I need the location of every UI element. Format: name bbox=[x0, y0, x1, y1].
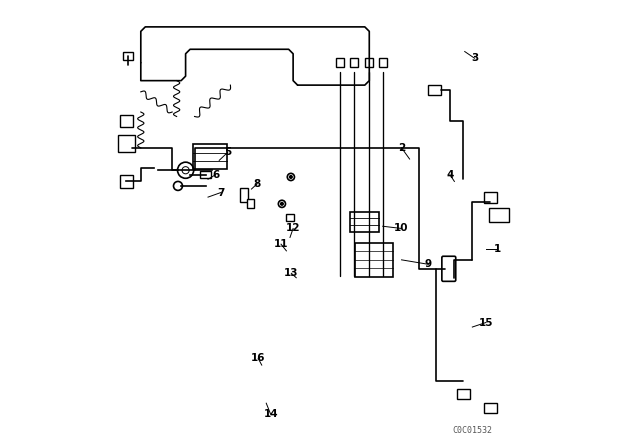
Text: 13: 13 bbox=[284, 268, 299, 278]
Bar bbox=[120, 116, 133, 127]
Text: 5: 5 bbox=[224, 147, 231, 157]
Text: 12: 12 bbox=[286, 224, 300, 233]
Bar bbox=[489, 208, 509, 222]
Bar bbox=[193, 144, 227, 169]
Text: 4: 4 bbox=[446, 170, 454, 180]
Bar bbox=[365, 58, 373, 67]
Bar bbox=[336, 58, 344, 67]
Bar bbox=[428, 85, 441, 95]
Bar bbox=[484, 403, 497, 413]
Circle shape bbox=[289, 176, 292, 178]
Bar bbox=[240, 188, 248, 202]
Bar bbox=[124, 52, 133, 60]
Text: 11: 11 bbox=[274, 239, 288, 249]
Bar bbox=[248, 199, 253, 208]
Bar bbox=[457, 389, 470, 399]
Bar bbox=[379, 58, 387, 67]
Text: 9: 9 bbox=[425, 259, 432, 269]
Text: 3: 3 bbox=[471, 53, 478, 63]
Bar bbox=[120, 175, 132, 188]
Text: 8: 8 bbox=[253, 179, 261, 189]
Bar bbox=[484, 192, 497, 202]
Text: 15: 15 bbox=[479, 318, 493, 327]
Text: 6: 6 bbox=[212, 170, 220, 180]
Text: 7: 7 bbox=[217, 188, 224, 198]
Text: 1: 1 bbox=[493, 244, 500, 254]
Bar bbox=[355, 243, 393, 276]
Text: 14: 14 bbox=[264, 409, 278, 419]
Circle shape bbox=[280, 202, 284, 205]
Bar bbox=[200, 171, 211, 178]
Bar bbox=[287, 214, 294, 221]
Text: C0C01532: C0C01532 bbox=[452, 426, 492, 435]
Bar bbox=[118, 135, 136, 152]
Text: 16: 16 bbox=[251, 353, 266, 363]
FancyBboxPatch shape bbox=[442, 256, 456, 281]
Bar bbox=[349, 58, 358, 67]
Text: 10: 10 bbox=[394, 224, 409, 233]
Bar bbox=[350, 212, 380, 232]
Text: 2: 2 bbox=[398, 143, 405, 153]
